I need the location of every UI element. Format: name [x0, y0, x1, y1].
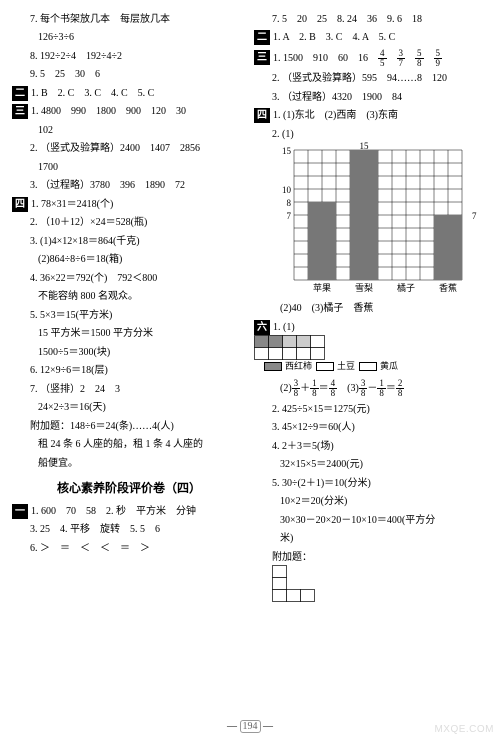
text: 3. （过程略）4320 1900 84 — [254, 90, 488, 105]
text: 二1. A 2. B 3. C 4. A 5. C — [254, 30, 488, 45]
text: (2)40 (3)橘子 香蕉 — [254, 301, 488, 316]
section-tag: 二 — [254, 30, 270, 45]
watermark: MXQE.COM — [434, 724, 494, 735]
svg-text:苹果: 苹果 — [313, 282, 331, 293]
text: 3. (1)4×12×18＝864(千克) — [12, 234, 246, 249]
text: (2)864÷8÷6＝18(箱) — [12, 252, 246, 267]
text: 米) — [254, 531, 488, 546]
section-tag: 四 — [12, 197, 28, 212]
bar-chart: 苹果 雪梨 橘子 香蕉 15 10 8 7 15 7 — [272, 142, 488, 298]
page-footer: — 194 — — [0, 720, 500, 733]
text: 2. （竖式及验算略）2400 1407 2856 — [12, 141, 246, 156]
text: 126÷3÷6 — [12, 30, 246, 45]
text: 3. 25 4. 平移 旋转 5. 5 6 — [12, 522, 246, 537]
text: 2. （10＋12）×24＝528(瓶) — [12, 215, 246, 230]
text: 8. 192÷2÷4 192÷4÷2 — [12, 49, 246, 64]
svg-text:8: 8 — [287, 198, 292, 208]
text: 一1. 600 70 58 2. 秒 平方米 分钟 — [12, 504, 246, 519]
text: 10×2＝20(分米) — [254, 494, 488, 509]
formula: (2)38＋18＝48 (3)38－18＝28 — [254, 379, 488, 398]
text: 2. (1)苹果雪梨橘子香蕉151087157 — [254, 127, 488, 298]
svg-text:10: 10 — [282, 185, 292, 195]
text: 7. （竖排）2 24 3 — [12, 382, 246, 397]
section-tag: 三 — [12, 104, 28, 119]
text: 3. （过程略）3780 396 1890 72 — [12, 178, 246, 193]
text: 2. （竖式及验算略）595 94……8 120 — [254, 71, 488, 86]
text: 24×2÷3＝16(天) — [12, 400, 246, 415]
mini-grid — [254, 335, 488, 360]
text: 1700 — [12, 160, 246, 175]
text: 6. ＞ ＝ ＜ ＜ ＝ ＞ — [12, 541, 246, 556]
section-tag: 六 — [254, 320, 270, 335]
text: 102 — [12, 123, 246, 138]
text: 六1. (1) 西红柿土豆黄瓜 — [254, 320, 488, 376]
svg-text:15: 15 — [282, 146, 292, 156]
text: 4. 36×22＝792(个) 792＜800 — [12, 271, 246, 286]
svg-text:橘子: 橘子 — [397, 283, 415, 293]
text: 7. 5 20 25 8. 24 36 9. 6 18 — [254, 12, 488, 27]
text: 32×15×5＝2400(元) — [254, 457, 488, 472]
svg-text:雪梨: 雪梨 — [355, 282, 373, 293]
section-tag: 一 — [12, 504, 28, 519]
text: 4. 2＋3＝5(场) — [254, 439, 488, 454]
text: 30×30－20×20－10×10＝400(平方分 — [254, 513, 488, 528]
text: 船便宜。 — [12, 456, 246, 471]
text: 不能容纳 800 名观众。 — [12, 289, 246, 304]
text: 附加题：148÷6＝24(条)……4(人) — [12, 419, 246, 434]
text: 5. 30÷(2＋1)＝10(分米) — [254, 476, 488, 491]
text: 租 24 条 6 人座的船，租 1 条 4 人座的 — [12, 437, 246, 452]
text: 三1. 1500 910 60 16 45 37 58 59 — [254, 49, 488, 68]
section-tag: 四 — [254, 108, 270, 123]
text: 2. 425÷5×15＝1275(元) — [254, 402, 488, 417]
text: 9. 5 25 30 6 — [12, 67, 246, 82]
section-title: 核心素养阶段评价卷（四） — [12, 479, 246, 496]
section-tag: 三 — [254, 50, 270, 65]
text: 1500÷5＝300(块) — [12, 345, 246, 360]
section-tag: 二 — [12, 86, 28, 101]
text: 附加题： — [254, 550, 488, 602]
left-column: 7. 每个书架放几本 每层放几本 126÷3÷6 8. 192÷2÷4 192÷… — [12, 8, 246, 605]
text: 3. 45×12÷9＝60(人) — [254, 420, 488, 435]
text: 5. 5×3＝15(平方米) — [12, 308, 246, 323]
text: 7. 每个书架放几本 每层放几本 — [12, 12, 246, 27]
text: 15 平方米＝1500 平方分米 — [12, 326, 246, 341]
l-shape-grid — [272, 565, 488, 602]
right-column: 7. 5 20 25 8. 24 36 9. 6 18 二1. A 2. B 3… — [254, 8, 488, 605]
text: 6. 12×9÷6＝18(层) — [12, 363, 246, 378]
text: 四1. (1)东北 (2)西南 (3)东南 — [254, 108, 488, 123]
svg-text:香蕉: 香蕉 — [439, 282, 457, 293]
svg-text:7: 7 — [287, 211, 292, 221]
text: 二1. B 2. C 3. C 4. C 5. C — [12, 86, 246, 101]
text: 三1. 4800 990 1800 900 120 30 — [12, 104, 246, 119]
svg-text:7: 7 — [472, 211, 477, 221]
svg-text:15: 15 — [360, 142, 370, 151]
text: 四1. 78×31＝2418(个) — [12, 197, 246, 212]
